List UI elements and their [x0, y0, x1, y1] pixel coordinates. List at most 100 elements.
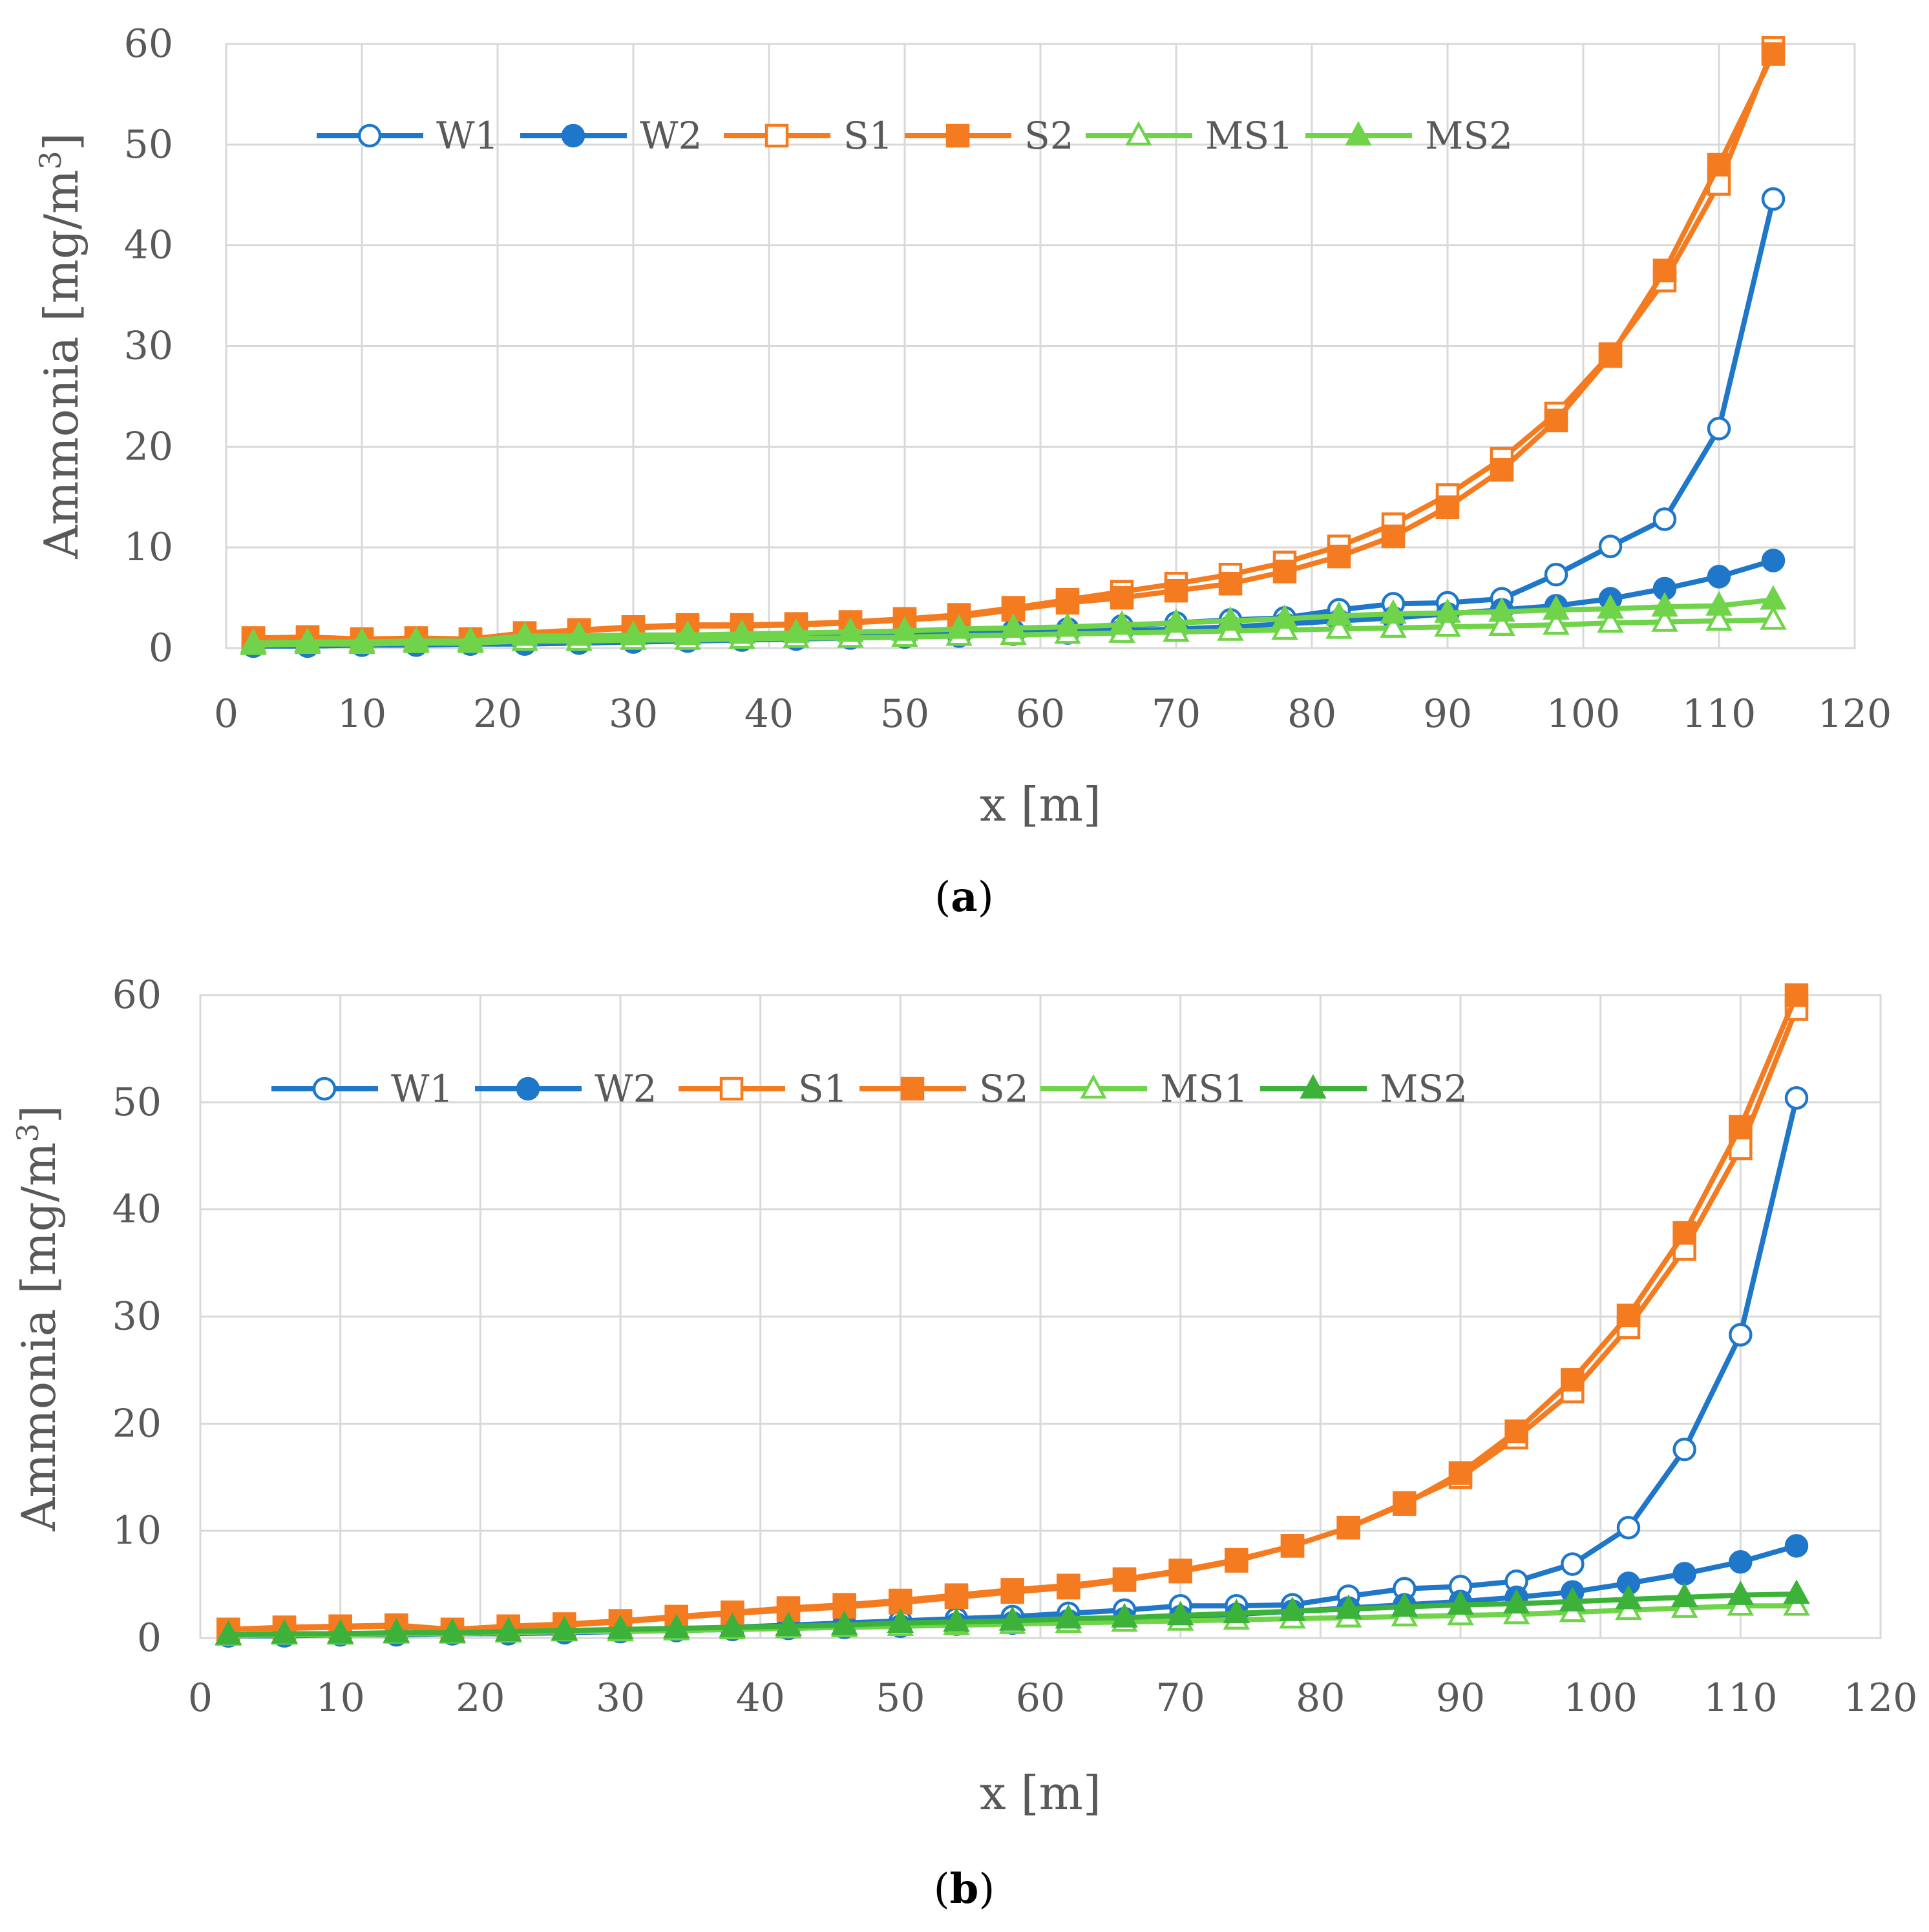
data-point: [1598, 534, 1623, 558]
x-tick-label: 30: [596, 1675, 645, 1721]
data-point: [783, 618, 810, 643]
y-tick-label: 0: [137, 1615, 162, 1661]
series-layer: [215, 983, 1810, 1648]
data-point: [1760, 605, 1787, 630]
data-point: [719, 1612, 746, 1637]
legend-item-ms2: MS2: [1305, 114, 1513, 158]
legend-swatch: [520, 123, 627, 148]
x-tick-label: 40: [735, 1675, 785, 1721]
data-point: [945, 614, 973, 639]
data-point: [1729, 1323, 1753, 1347]
series-ms2: [215, 1579, 1810, 1645]
x-tick-label: 10: [315, 1675, 364, 1721]
data-point: [326, 1619, 354, 1644]
data-point: [1380, 599, 1407, 624]
data-point: [1544, 408, 1568, 433]
legend-label: S2: [979, 1067, 1029, 1111]
data-point: [1168, 1559, 1192, 1584]
legend-item-w2: W2: [475, 1067, 657, 1111]
data-point: [1447, 1590, 1474, 1615]
data-point: [830, 1610, 858, 1635]
data-point: [1327, 544, 1351, 569]
data-point: [457, 626, 484, 651]
x-tick-label: 20: [473, 691, 522, 737]
data-point: [1325, 614, 1353, 639]
data-point: [1761, 187, 1786, 211]
y-tick-label: 10: [124, 525, 173, 570]
x-tick-label: 100: [1563, 1675, 1638, 1721]
data-point: [1336, 1515, 1360, 1540]
y-tick-label: 40: [112, 1187, 162, 1232]
data-point: [1112, 1568, 1137, 1592]
data-point: [294, 627, 321, 652]
legend-label: MS2: [1425, 114, 1513, 158]
data-point: [1615, 1584, 1642, 1610]
data-point: [662, 1613, 690, 1639]
y-tick-label: 20: [124, 424, 173, 469]
x-tick-label: 30: [609, 691, 658, 737]
data-point: [1000, 1580, 1024, 1604]
data-point: [240, 628, 267, 653]
data-point: [1435, 495, 1460, 520]
legend-label: S1: [843, 114, 893, 158]
y-axis-title: Ammonia [mg/m3]: [33, 132, 89, 559]
data-point: [1784, 983, 1809, 1007]
data-point: [1163, 608, 1190, 633]
data-point: [1651, 607, 1678, 632]
data-point: [1561, 1368, 1585, 1392]
chart-panel-a: 0 10 20 30 40 50 60 70 80 90 100 110 120 0 10 20 30 40 50…: [33, 21, 1892, 921]
x-tick-label: 50: [876, 1675, 925, 1721]
legend-swatch: [317, 123, 423, 148]
legend-label: W1: [436, 114, 499, 158]
data-point: [1217, 606, 1244, 631]
y-tick-labels: 0 10 20 30 40 50 60: [124, 21, 173, 671]
data-point: [1651, 592, 1678, 617]
data-point: [1448, 1461, 1473, 1485]
legend-label: S2: [1024, 114, 1074, 158]
y-tick-label: 50: [112, 1080, 162, 1125]
legend-swatch: [1260, 1074, 1367, 1099]
y-axis-title: Ammonia [mg/m3]: [10, 1105, 66, 1531]
legend-item-s2: S2: [859, 1067, 1029, 1111]
data-point: [1616, 1303, 1641, 1328]
data-point: [1055, 591, 1080, 615]
legend-swatch-marker: [357, 123, 382, 148]
x-tick-label: 50: [880, 691, 929, 737]
legend-item-w2: W2: [520, 114, 702, 158]
legend-item-ms1: MS1: [1040, 1067, 1248, 1111]
x-tick-label: 40: [744, 691, 794, 737]
x-tick-label: 90: [1423, 691, 1472, 737]
series-ms2: [240, 585, 1787, 653]
data-point: [1502, 1589, 1530, 1614]
data-point: [943, 1607, 970, 1632]
data-point: [1225, 1549, 1249, 1573]
x-axis-title: x [m]: [980, 1766, 1101, 1820]
data-point: [1707, 565, 1731, 589]
x-tick-labels: 0 10 20 30 40 50 60 70 80 90 100 110 120: [188, 1675, 1917, 1721]
legend-swatch: [859, 1076, 966, 1101]
data-point: [1652, 507, 1677, 531]
x-tick-label: 60: [1016, 1675, 1065, 1721]
data-point: [1559, 1586, 1586, 1612]
legend-swatch-marker: [516, 1076, 540, 1101]
legend-swatch-marker: [1080, 1074, 1107, 1099]
grid: [225, 43, 1856, 649]
x-axis-title: x [m]: [980, 777, 1101, 832]
legend-swatch: [271, 1076, 378, 1101]
data-point: [1325, 601, 1353, 626]
x-tick-label: 0: [214, 691, 238, 737]
legend-label: MS1: [1205, 114, 1293, 158]
data-point: [1727, 1580, 1755, 1605]
data-point: [403, 626, 430, 651]
data-point: [1597, 594, 1624, 619]
y-tick-label: 20: [112, 1401, 162, 1446]
data-point: [1672, 1437, 1696, 1462]
legend-swatch: [679, 1076, 785, 1101]
data-point: [271, 1619, 298, 1644]
data-point: [1705, 606, 1733, 631]
data-point: [1057, 1575, 1080, 1600]
x-tick-label: 120: [1844, 1675, 1918, 1721]
data-point: [1334, 1594, 1362, 1619]
legend-swatch-marker: [719, 1076, 744, 1101]
